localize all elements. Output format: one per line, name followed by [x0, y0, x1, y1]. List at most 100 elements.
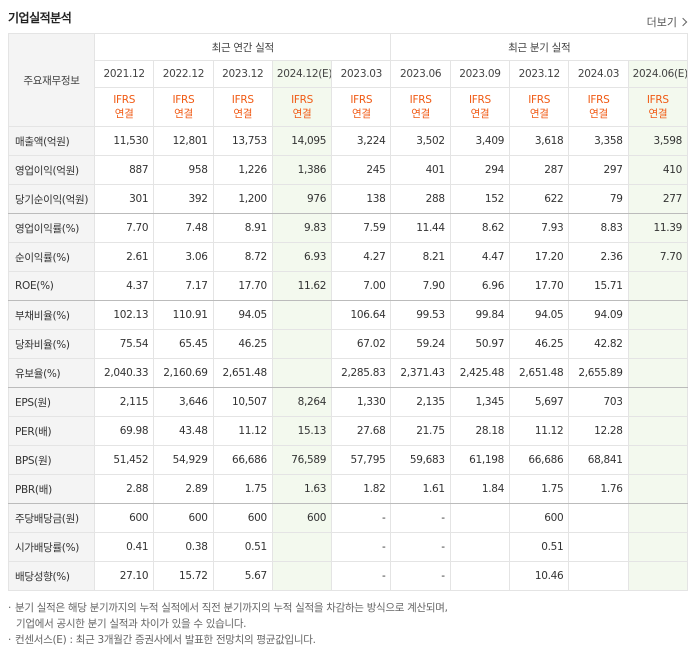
note-line: 분기 실적은 해당 분기까지의 누적 실적에서 직전 분기까지의 누적 실적을 …: [8, 600, 448, 616]
row-label: PBR(배): [8, 474, 95, 504]
table-cell: 1.75: [212, 474, 273, 504]
table-cell: 17.70: [509, 271, 570, 301]
table-cell: 11.44: [390, 213, 451, 243]
table-cell: 7.70: [93, 213, 155, 243]
table-cell: 294: [449, 155, 511, 185]
row-label: PER(배): [8, 416, 95, 446]
period-header: 2021.12: [93, 60, 155, 88]
table-cell: 3,409: [449, 126, 511, 156]
table-cell: 600: [212, 503, 273, 533]
row-label: BPS(원): [8, 445, 95, 475]
table-cell: [271, 561, 333, 591]
period-header: 2024.03: [568, 60, 629, 88]
table-cell: 10.46: [509, 561, 570, 591]
table-cell: 401: [390, 155, 451, 185]
table-row: 당기순이익(억원) 301 392 1,200 976 138 288 152 622 79 277: [8, 184, 689, 214]
table-cell: 61,198: [449, 445, 511, 475]
table-cell: 3,502: [390, 126, 451, 156]
table-cell: [627, 358, 689, 388]
period-header: 2023.12: [212, 60, 273, 88]
table-cell: 2,285.83: [331, 358, 392, 388]
table-cell: [627, 416, 689, 446]
table-cell: 110.91: [153, 300, 214, 330]
standard-header: IFRS 연결: [271, 87, 333, 127]
table-cell: 2.61: [93, 242, 155, 272]
table-cell: 8.62: [449, 213, 511, 243]
table-cell: 5,697: [509, 387, 570, 417]
table-cell: 94.05: [212, 300, 273, 330]
row-label: 당기순이익(억원): [8, 184, 95, 214]
table-cell: 600: [509, 503, 570, 533]
table-cell: 94.05: [509, 300, 570, 330]
table-cell: 12.28: [568, 416, 629, 446]
table-cell: 3.06: [153, 242, 214, 272]
table-cell: 57,795: [331, 445, 392, 475]
table-cell: [627, 532, 689, 562]
row-label: 매출액(억원): [8, 126, 95, 156]
table-cell: 958: [153, 155, 214, 185]
table-cell: [449, 532, 511, 562]
table-cell: 138: [331, 184, 392, 214]
table-cell: 10,507: [212, 387, 273, 417]
table-cell: 94.09: [568, 300, 629, 330]
table-cell: 4.27: [331, 242, 392, 272]
table-cell: 12,801: [153, 126, 214, 156]
table-cell: 8,264: [271, 387, 333, 417]
table-cell: 75.54: [93, 329, 155, 359]
table-body: 매출액(억원) 11,530 12,801 13,753 14,095 3,224 3,50…: [8, 126, 689, 591]
table-cell: 0.51: [212, 532, 273, 562]
table-cell: 1.76: [568, 474, 629, 504]
table-cell: 2,115: [93, 387, 155, 417]
table-row: 영업이익(억원) 887 958 1,226 1,386 245 401 294 287 297 4…: [8, 155, 689, 185]
table-cell: 600: [271, 503, 333, 533]
table-cell: 2.88: [93, 474, 155, 504]
table-cell: 3,224: [331, 126, 392, 156]
table-cell: 11,530: [93, 126, 155, 156]
table-cell: 27.10: [93, 561, 155, 591]
table-cell: 152: [449, 184, 511, 214]
table-cell: 17.70: [212, 271, 273, 301]
table-cell: 7.70: [627, 242, 689, 272]
table-cell: 13,753: [212, 126, 273, 156]
header-row: IFRS 연결 IFRS 연결 IFRS 연결 IFRS 연결 IFRS 연결 IFRS …: [9, 87, 689, 127]
table-row: 당좌비율(%) 75.54 65.45 46.25 67.02 59.24 50.97 46.…: [8, 329, 689, 359]
table-cell: 67.02: [331, 329, 392, 359]
table-cell: [568, 561, 629, 591]
table-row: 시가배당률(%) 0.41 0.38 0.51- -0.51: [8, 532, 689, 562]
table-cell: [271, 329, 333, 359]
table-cell: 301: [93, 184, 155, 214]
table-cell: 7.17: [153, 271, 214, 301]
table-cell: 68,841: [568, 445, 629, 475]
table-row: 부채비율(%) 102.13 110.91 94.05 106.64 99.53 99.84…: [8, 300, 689, 330]
table-cell: 1.84: [449, 474, 511, 504]
table-cell: 600: [153, 503, 214, 533]
table-cell: 46.25: [212, 329, 273, 359]
period-header: 2022.12: [153, 60, 214, 88]
table-cell: 3,358: [568, 126, 629, 156]
table-cell: 1.61: [390, 474, 451, 504]
table-cell: 297: [568, 155, 629, 185]
table-row: 주당배당금(원) 600 600 600 600- -600: [8, 503, 689, 533]
more-link[interactable]: 더보기: [647, 14, 686, 30]
row-label: 부채비율(%): [8, 300, 95, 330]
table-cell: 15.13: [271, 416, 333, 446]
table-cell: -: [331, 561, 392, 591]
period-header: 2024.12(E): [271, 60, 333, 88]
table-cell: 8.91: [212, 213, 273, 243]
table-cell: [627, 329, 689, 359]
notes: 분기 실적은 해당 분기까지의 누적 실적에서 직전 분기까지의 누적 실적을 …: [8, 600, 448, 648]
table-cell: 11.12: [509, 416, 570, 446]
table-cell: 0.51: [509, 532, 570, 562]
table-cell: 3,598: [627, 126, 689, 156]
table-cell: 3,646: [153, 387, 214, 417]
table-cell: [627, 503, 689, 533]
row-label: 유보율(%): [8, 358, 95, 388]
table-cell: 277: [627, 184, 689, 214]
table-cell: 7.90: [390, 271, 451, 301]
table-cell: 2,371.43: [390, 358, 451, 388]
table-row: 배당성향(%) 27.10 15.72 5.67 - - 10.46: [8, 561, 689, 591]
table-cell: [627, 300, 689, 330]
row-label: ROE(%): [8, 271, 95, 301]
table-cell: 600: [93, 503, 155, 533]
